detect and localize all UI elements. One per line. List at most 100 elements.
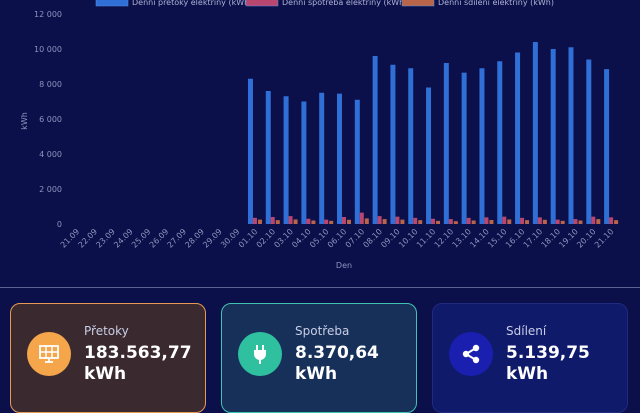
bar-0: [301, 101, 307, 224]
bar-1: [466, 217, 471, 224]
bar-2: [293, 219, 298, 224]
card-overflow[interactable]: Přetoky 183.563,77 kWh: [10, 303, 206, 413]
legend-swatch: [95, 0, 129, 7]
bar-0: [532, 42, 538, 224]
bar-1: [324, 219, 329, 224]
bar-2: [400, 219, 405, 224]
legend-swatch: [245, 0, 279, 7]
bar-2: [382, 219, 387, 224]
card-consumption[interactable]: Spotřeba 8.370,64 kWh: [221, 303, 417, 413]
bar-2: [453, 221, 458, 224]
bar-2: [578, 220, 583, 224]
bar-2: [525, 220, 530, 224]
x-tick-label: 27.09: [166, 227, 189, 250]
bar-2: [418, 220, 423, 224]
bar-1: [431, 218, 436, 224]
bar-1: [484, 217, 489, 224]
y-tick-label: 0: [57, 220, 62, 229]
x-axis-label: Den: [336, 261, 352, 270]
bar-0: [497, 61, 503, 224]
daily-energy-chart: Denní přetoky elektřiny (kWh) Denní spotř…: [20, 0, 619, 270]
bar-2: [614, 220, 619, 224]
x-tick-label: 14.10: [468, 227, 491, 250]
x-tick-label: 02.10: [255, 227, 278, 250]
bar-0: [479, 68, 485, 224]
x-tick-label: 20.10: [575, 227, 598, 250]
x-tick-label: 28.09: [183, 227, 206, 250]
y-tick-label: 2 000: [39, 185, 62, 194]
x-tick-label: 01.10: [237, 227, 260, 250]
legend-label: Denní přetoky elektřiny (kWh): [132, 0, 252, 7]
bar-0: [461, 72, 467, 224]
bar-0: [443, 63, 449, 224]
overflow-value: 183.563,77 kWh: [84, 343, 204, 385]
x-tick-label: 08.10: [361, 227, 384, 250]
consumption-value: 8.370,64 kWh: [295, 343, 415, 385]
bar-1: [413, 217, 418, 224]
card-sharing[interactable]: Sdílení 5.139,75 kWh: [432, 303, 628, 413]
x-tick-label: 11.10: [415, 227, 438, 250]
bar-1: [502, 216, 507, 224]
x-tick-label: 26.09: [148, 227, 171, 250]
bar-1: [609, 217, 614, 224]
bar-1: [448, 219, 453, 224]
x-tick-label: 19.10: [557, 227, 580, 250]
y-tick-label: 8 000: [39, 80, 62, 89]
x-tick-label: 03.10: [272, 227, 295, 250]
x-tick-label: 12.10: [433, 227, 456, 250]
bar-1: [288, 216, 293, 224]
bar-1: [270, 217, 275, 224]
x-tick-label: 24.09: [112, 227, 135, 250]
legend-label: Denní sdílení elektřiny (kWh): [438, 0, 554, 7]
bar-0: [247, 78, 253, 224]
legend-swatch: [401, 0, 435, 7]
x-tick-label: 06.10: [326, 227, 349, 250]
bar-2: [311, 220, 316, 224]
x-tick-label: 09.10: [379, 227, 402, 250]
bar-0: [408, 68, 414, 224]
x-tick-label: 23.09: [94, 227, 117, 250]
x-tick-label: 05.10: [308, 227, 331, 250]
y-tick-label: 4 000: [39, 150, 62, 159]
share-icon: [449, 332, 493, 376]
x-tick-label: 04.10: [290, 227, 313, 250]
x-tick-label: 07.10: [344, 227, 367, 250]
bar-0: [568, 47, 574, 224]
x-tick-label: 10.10: [397, 227, 420, 250]
x-tick-label: 16.10: [504, 227, 527, 250]
bar-2: [436, 220, 441, 224]
section-divider: [0, 287, 640, 288]
bar-0: [390, 64, 396, 224]
y-tick-label: 6 000: [39, 115, 62, 124]
bar-2: [257, 219, 262, 224]
overflow-label: Přetoky: [84, 324, 129, 338]
x-tick-label: 17.10: [522, 227, 545, 250]
bar-1: [555, 219, 560, 224]
bar-2: [329, 220, 334, 224]
x-tick-label: 21.10: [593, 227, 616, 250]
bar-2: [364, 218, 369, 224]
bar-2: [347, 219, 351, 224]
sharing-amount: 5.139,75: [506, 343, 590, 363]
bar-1: [252, 217, 257, 224]
y-tick-label: 12 000: [34, 10, 62, 19]
bar-1: [359, 212, 364, 224]
bar-2: [471, 220, 476, 224]
bar-2: [507, 219, 512, 224]
solar-panel-icon: [27, 332, 71, 376]
bar-2: [542, 219, 547, 224]
bar-2: [489, 219, 494, 224]
y-tick-label: 10 000: [34, 45, 62, 54]
bar-1: [591, 216, 596, 224]
bar-0: [426, 87, 432, 224]
bar-1: [342, 217, 346, 224]
x-tick-label: 25.09: [130, 227, 153, 250]
x-tick-label: 21.09: [59, 227, 82, 250]
bar-1: [537, 217, 542, 224]
bar-2: [560, 220, 565, 224]
bar-0: [586, 59, 592, 224]
consumption-amount: 8.370,64: [295, 343, 379, 363]
bar-1: [573, 219, 578, 224]
legend-label: Denní spotřeba elektřiny (kWh): [282, 0, 407, 7]
bar-1: [306, 218, 311, 224]
